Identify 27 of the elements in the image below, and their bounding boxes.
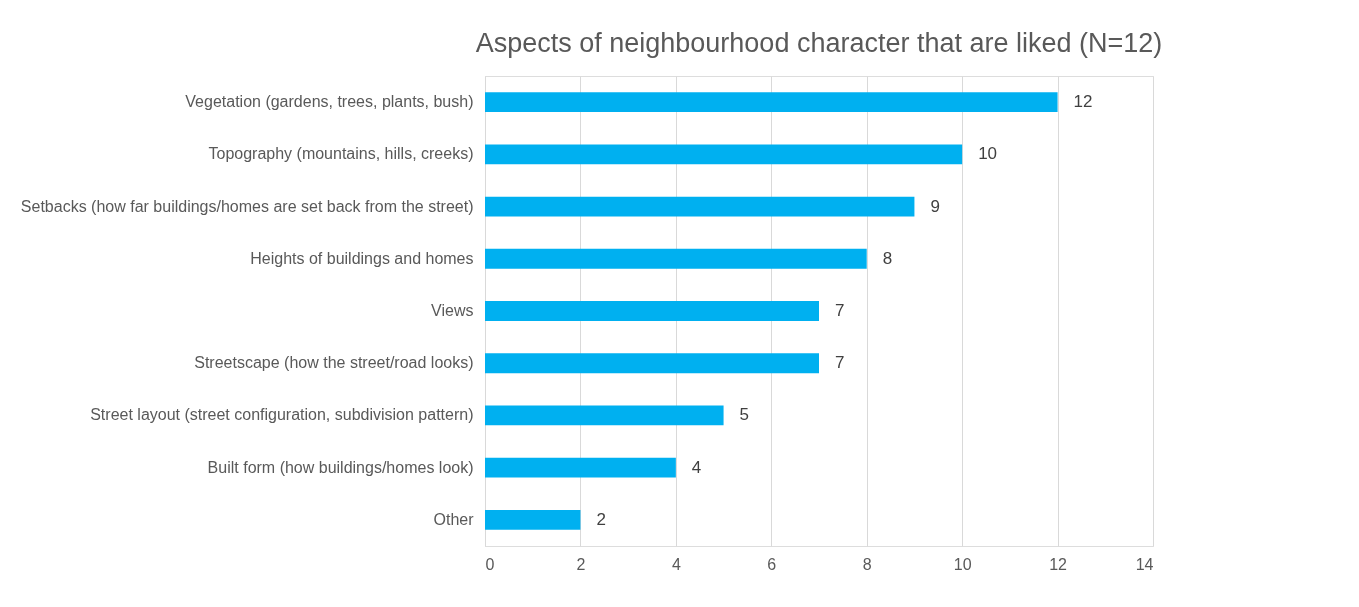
x-tick-label: 14 bbox=[1135, 555, 1154, 573]
x-tick-label: 6 bbox=[767, 555, 777, 573]
y-tick-label: Views bbox=[431, 302, 474, 319]
y-tick-label: Topography (mountains, hills, creeks) bbox=[208, 145, 474, 163]
data-label: 4 bbox=[691, 457, 702, 477]
y-tick-label: Streetscape (how the street/road looks) bbox=[194, 354, 474, 372]
x-tick-label: 8 bbox=[862, 555, 872, 573]
data-label: 9 bbox=[930, 196, 940, 216]
x-tick-label: 0 bbox=[485, 555, 495, 573]
chart-title: Aspects of neighbourhood character that are liked (N=12) bbox=[475, 28, 1163, 58]
x-tick-label: 12 bbox=[1049, 555, 1068, 573]
data-label: 7 bbox=[835, 301, 845, 320]
y-tick-label: Other bbox=[433, 510, 475, 528]
data-label: 2 bbox=[596, 509, 606, 529]
y-tick-label: Built form (how buildings/homes look) bbox=[207, 458, 474, 476]
data-label: 10 bbox=[978, 144, 998, 164]
x-tick-label: 4 bbox=[671, 555, 681, 573]
x-tick-label: 2 bbox=[576, 555, 586, 573]
y-tick-label: Vegetation (gardens, trees, plants, bush) bbox=[185, 93, 474, 111]
y-tick-label: Heights of buildings and homes bbox=[250, 249, 474, 267]
data-label: 5 bbox=[739, 405, 750, 425]
x-tick-label: 10 bbox=[953, 555, 972, 573]
data-label: 8 bbox=[882, 248, 893, 268]
data-label: 12 bbox=[1073, 92, 1093, 112]
y-tick-label: Street layout (street configuration, subdivision pattern) bbox=[90, 406, 474, 424]
data-label: 7 bbox=[835, 353, 845, 373]
y-tick-label: Setbacks (how far buildings/homes are set back from the street) bbox=[20, 197, 474, 215]
